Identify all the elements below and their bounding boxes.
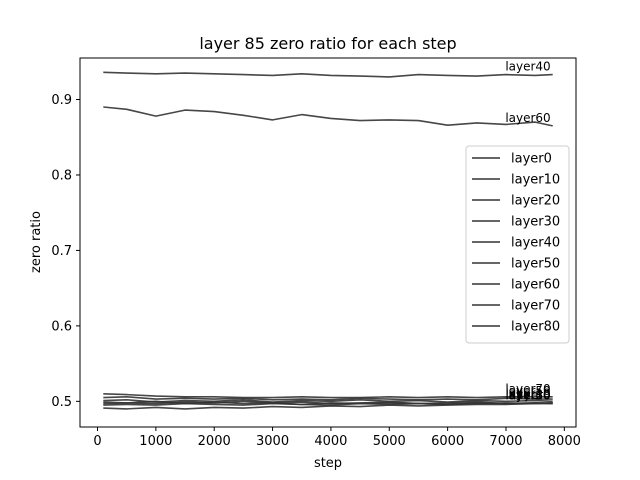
end-label-layer20: layer20: [505, 389, 550, 403]
y-tick-label: 0.6: [51, 319, 72, 334]
chart-title: layer 85 zero ratio for each step: [199, 34, 456, 53]
x-tick-label: 0: [93, 434, 101, 449]
x-axis-ticks: 0 1000 2000 3000 4000 5000 6000 7000 8000: [93, 427, 581, 449]
x-axis-title: step: [314, 456, 342, 471]
y-tick-label: 0.7: [51, 244, 72, 259]
y-axis-title: zero ratio: [29, 211, 44, 273]
x-tick-label: 2000: [198, 434, 231, 449]
y-tick-label: 0.9: [51, 93, 72, 108]
x-tick-label: 3000: [256, 434, 289, 449]
end-label-layer60: layer60: [505, 111, 550, 125]
x-tick-label: 8000: [548, 434, 581, 449]
series-line-layer40: [103, 71, 553, 78]
series-line-layer70: [103, 393, 553, 399]
end-label-layer80: layer80: [505, 388, 550, 402]
y-tick-label: 0.8: [51, 168, 72, 183]
y-tick-label: 0.5: [51, 395, 72, 410]
x-tick-label: 5000: [373, 434, 406, 449]
legend: layer0 layer10 layer20 layer30 layer40 layer5…: [465, 145, 570, 344]
plot-lines: [103, 71, 553, 410]
end-label-layer0: layer0: [513, 388, 551, 402]
end-label-layer70: layer70: [505, 382, 550, 396]
legend-label-layer60: layer60: [511, 278, 560, 293]
x-tick-label: 7000: [489, 434, 522, 449]
x-tick-label: 4000: [314, 434, 347, 449]
legend-label-layer20: layer20: [511, 194, 560, 209]
end-label-layer10: layer10: [505, 386, 550, 400]
plot-frame: [79, 57, 577, 428]
x-tick-label: 6000: [431, 434, 464, 449]
end-label-layer30: layer30: [505, 389, 550, 403]
series-line-layer30: [103, 402, 553, 410]
series-line-layer10: [103, 398, 553, 403]
series-line-layer80: [103, 402, 553, 406]
legend-label-layer10: layer10: [511, 173, 560, 188]
legend-label-layer40: layer40: [511, 236, 560, 251]
x-tick-label: 1000: [139, 434, 172, 449]
series-line-layer60: [103, 106, 553, 127]
legend-label-layer80: layer80: [511, 320, 560, 335]
end-labels: layer40layer60layer70layer50layer10layer…: [505, 60, 550, 403]
y-axis-ticks: 0.5 0.6 0.7 0.8 0.9: [51, 93, 80, 410]
legend-label-layer50: layer50: [511, 257, 560, 272]
end-label-layer50: layer50: [505, 384, 550, 398]
end-label-layer40: layer40: [505, 60, 550, 74]
legend-label-layer30: layer30: [511, 215, 560, 230]
legend-box: [465, 145, 570, 344]
legend-label-layer0: layer0: [511, 152, 552, 167]
legend-label-layer70: layer70: [511, 299, 560, 314]
series-line-layer50: [103, 395, 553, 401]
